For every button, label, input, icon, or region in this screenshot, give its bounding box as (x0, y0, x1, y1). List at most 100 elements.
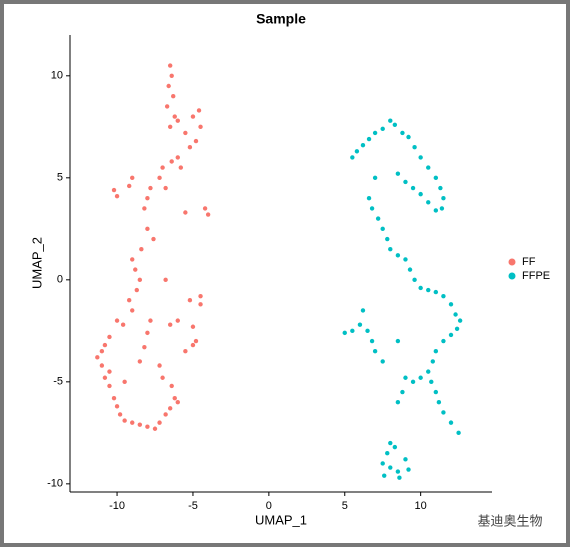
point (406, 134, 411, 140)
point (183, 130, 188, 136)
point (433, 349, 439, 354)
point (178, 165, 184, 170)
point (157, 363, 162, 368)
point (448, 420, 454, 425)
point (157, 175, 162, 181)
point (350, 328, 355, 334)
point (160, 165, 165, 170)
point (148, 185, 153, 191)
point (418, 375, 423, 380)
point (175, 155, 180, 160)
point (388, 440, 393, 446)
point (198, 293, 203, 299)
point (196, 108, 202, 113)
point (403, 457, 408, 462)
point (175, 118, 180, 123)
point (400, 130, 405, 136)
point (190, 342, 196, 348)
point (342, 330, 347, 336)
point (171, 94, 176, 99)
point (187, 145, 193, 150)
point (193, 138, 199, 144)
point (433, 289, 439, 295)
point (360, 142, 366, 148)
point (388, 247, 393, 252)
point (406, 467, 411, 472)
point (385, 451, 390, 456)
point (198, 124, 203, 130)
point (102, 375, 108, 380)
point (457, 318, 463, 323)
point (441, 293, 446, 299)
point (350, 155, 355, 160)
point (430, 359, 435, 364)
point (395, 400, 401, 405)
point (198, 302, 203, 307)
point (169, 159, 174, 164)
point (114, 404, 120, 409)
point (137, 422, 143, 427)
point (183, 349, 188, 354)
point (163, 412, 168, 417)
point (397, 475, 402, 480)
point (130, 308, 135, 313)
point (190, 114, 196, 119)
point (107, 383, 112, 389)
point (167, 322, 173, 327)
point (395, 171, 401, 176)
y-tick-label: 5 (57, 172, 63, 184)
point (111, 187, 117, 193)
point (407, 267, 413, 272)
watermark: 基迪奥生物 (477, 513, 542, 528)
point (117, 412, 123, 417)
point (380, 226, 385, 232)
point (400, 389, 405, 395)
point (366, 136, 372, 142)
point (167, 406, 173, 411)
point (382, 473, 387, 478)
point (372, 175, 378, 181)
point (122, 418, 127, 423)
point (426, 369, 431, 374)
point (380, 359, 385, 364)
point (357, 322, 363, 327)
point (439, 206, 445, 211)
point (99, 363, 105, 368)
point (441, 410, 446, 415)
point (120, 322, 126, 327)
point (107, 369, 112, 374)
point (403, 375, 408, 380)
point (152, 426, 158, 431)
point (454, 326, 460, 331)
legend-swatch (508, 272, 516, 280)
point (429, 379, 434, 385)
point (388, 465, 393, 470)
point (418, 191, 423, 197)
point (426, 287, 431, 293)
point (114, 193, 120, 199)
point (175, 318, 180, 323)
point (395, 338, 401, 344)
point (164, 104, 170, 109)
point (172, 114, 177, 119)
point (426, 200, 431, 205)
point (133, 267, 138, 272)
point (369, 338, 375, 344)
point (369, 206, 375, 211)
point (448, 332, 454, 338)
point (130, 420, 135, 425)
point (433, 389, 439, 395)
point (95, 355, 100, 360)
legend-label: FFPE (522, 270, 550, 282)
point (380, 461, 385, 466)
point (127, 298, 132, 303)
point (193, 338, 199, 344)
point (114, 318, 120, 323)
point (160, 375, 165, 380)
point (187, 298, 193, 303)
point (380, 126, 385, 132)
point (145, 424, 150, 429)
point (412, 277, 417, 283)
point (388, 118, 393, 123)
